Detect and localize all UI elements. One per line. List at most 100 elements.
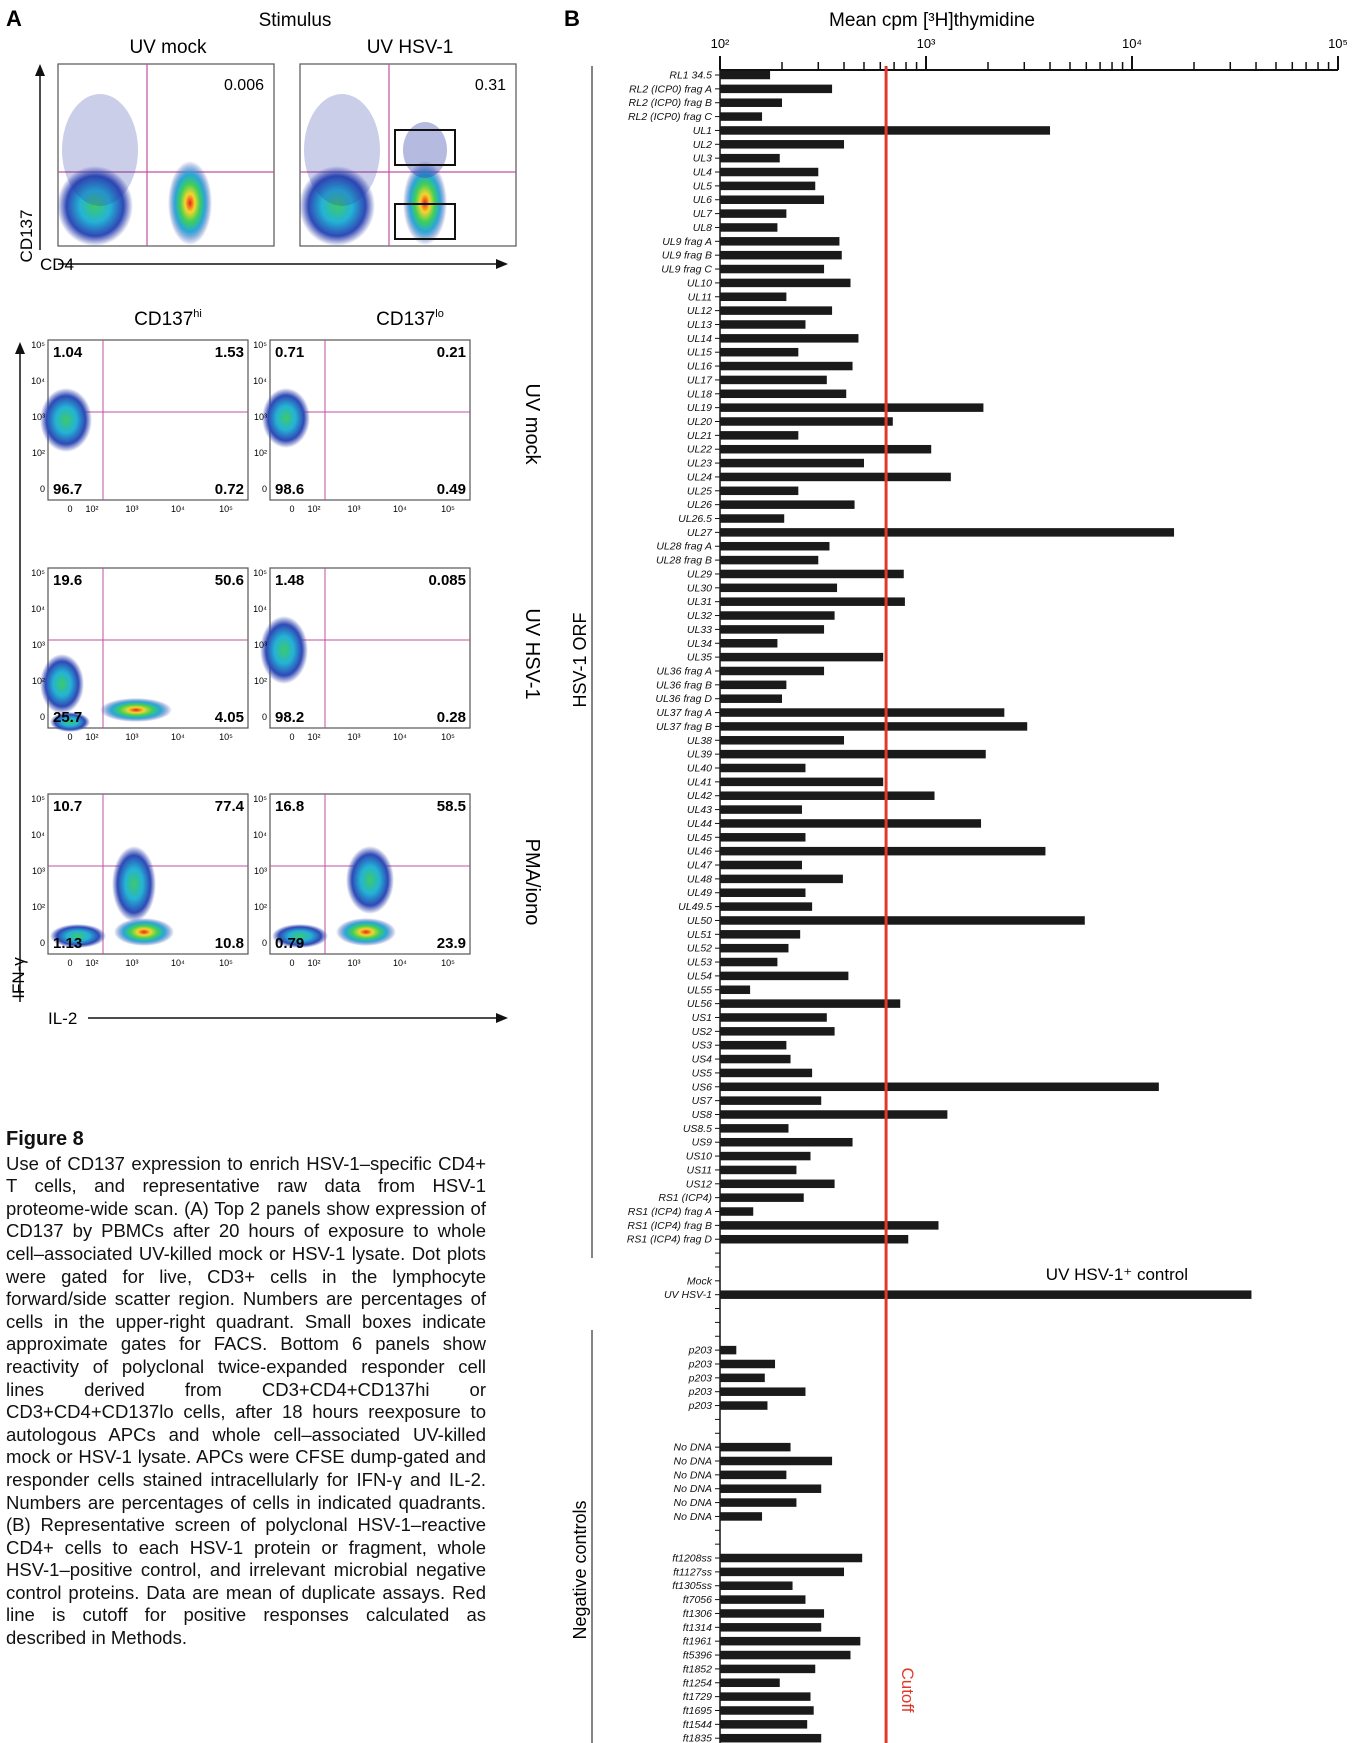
- bar-label: UL53: [687, 957, 712, 969]
- bar-label: ft1208ss: [672, 1553, 712, 1565]
- bar: [720, 722, 1028, 731]
- bar-label: UL11: [688, 291, 712, 303]
- x-tick-label: 10⁴: [171, 958, 185, 968]
- bar: [720, 1595, 806, 1604]
- x-tick-label: 10⁵: [219, 504, 233, 514]
- bar-label: UL23: [687, 458, 712, 470]
- caption-text: Use of CD137 expression to enrich HSV-1–…: [6, 1152, 486, 1649]
- x-axis-ticks: 10² 10³ 10⁴ 10⁵: [711, 36, 1348, 70]
- bar-label: UL26.5: [678, 513, 712, 525]
- bar-label: UL50: [687, 915, 712, 927]
- bar-label: UL52: [687, 943, 712, 955]
- figure-caption: Figure 8 Use of CD137 expression to enri…: [6, 1128, 486, 1650]
- bar: [720, 1581, 793, 1590]
- quadrant-value: 98.2: [275, 709, 304, 726]
- bar-label: UL56: [687, 998, 712, 1010]
- x-tick-label: 10⁴: [393, 504, 407, 514]
- x-tick-label: 10⁵: [441, 732, 455, 742]
- bar-label: RS1 (ICP4): [658, 1192, 712, 1204]
- bar: [720, 1401, 768, 1410]
- x-tick-label: 10³: [347, 958, 360, 968]
- panel-b-letter: B: [564, 6, 580, 31]
- bar: [720, 444, 932, 454]
- bar-label: US6: [692, 1081, 713, 1093]
- bar: [720, 1096, 822, 1105]
- quadrant-value: 0.085: [428, 572, 466, 589]
- bar-label: UL22: [687, 444, 712, 456]
- x-axis-tick-label: 10⁵: [1328, 36, 1348, 51]
- bar-label: UL6: [693, 194, 712, 206]
- bar: [720, 486, 799, 496]
- y-tick-label: 10²: [254, 448, 267, 458]
- bar-label: UL34: [687, 638, 712, 650]
- bar-label: UL5: [693, 180, 712, 192]
- x-tick-label: 10³: [125, 504, 138, 514]
- quadrant-value: 58.5: [437, 798, 466, 815]
- bar-label: No DNA: [673, 1483, 712, 1495]
- bar-label: UL27: [687, 527, 713, 539]
- y-tick-label: 10⁴: [253, 604, 267, 614]
- bar-label: ft1961: [683, 1636, 712, 1648]
- x-tick-label: 10⁵: [219, 958, 233, 968]
- bar: [720, 1664, 816, 1674]
- panel-a-letter: A: [6, 6, 22, 31]
- bar: [720, 985, 751, 995]
- bar: [720, 1179, 835, 1189]
- y-tick-label: 10²: [32, 676, 45, 686]
- bar-label: UL45: [687, 832, 712, 844]
- bar-label: p203: [688, 1400, 713, 1412]
- bar-label: UL29: [687, 568, 712, 580]
- x-tick-label: 10²: [307, 958, 320, 968]
- bar-label: UL31: [687, 596, 712, 608]
- bar: [720, 639, 778, 648]
- bar-label: p203: [688, 1372, 713, 1384]
- bar: [720, 375, 827, 385]
- y-tick-label: 10³: [254, 866, 267, 876]
- bar-label: UL14: [687, 333, 712, 345]
- bar-label: UL51: [687, 929, 712, 941]
- gate-box-lo: [394, 203, 456, 240]
- bar: [720, 1068, 813, 1078]
- bar: [720, 167, 819, 177]
- bar-label: UL4: [693, 167, 712, 179]
- quadrant-plot-r2-c0: 10.7 77.4 1.13 10.8 10⁵ 10⁴ 10³ 10² 0 0 10² 10³ 10⁴ 1…: [31, 793, 249, 968]
- bar-label: UL37 frag A: [656, 707, 712, 719]
- x-tick-label: 10³: [125, 732, 138, 742]
- bar-label: UL38: [687, 735, 712, 747]
- bar-label: RL2 (ICP0) frag B: [629, 97, 712, 109]
- bar-label: UL36 frag D: [655, 693, 712, 705]
- bar: [720, 1387, 806, 1396]
- bar: [720, 250, 842, 260]
- quadrant-value: 16.8: [275, 798, 304, 815]
- bar: [720, 943, 789, 953]
- bar-label: No DNA: [673, 1511, 712, 1523]
- x-axis-tick-label: 10³: [917, 36, 936, 51]
- bar: [720, 1567, 845, 1577]
- x-tick-label: 0: [67, 504, 72, 514]
- bar: [720, 902, 813, 911]
- quadrant-value: 0.28: [437, 709, 466, 726]
- bar: [720, 555, 819, 565]
- bar-label: UL19: [687, 402, 712, 414]
- y-tick-label: 10⁴: [253, 376, 267, 386]
- bar: [720, 237, 840, 246]
- quadrant-value: 0.79: [275, 935, 304, 952]
- y-tick-label: 0: [262, 484, 267, 494]
- bar-label: US11: [687, 1164, 713, 1176]
- y-tick-label: 10⁴: [31, 376, 45, 386]
- y-tick-label: 10⁵: [31, 340, 45, 350]
- bar-label: US10: [686, 1151, 712, 1163]
- quadrant-value: 10.7: [53, 798, 82, 815]
- bar-label: No DNA: [673, 1469, 712, 1481]
- bar: [720, 749, 986, 759]
- quadrant-plot-r2-c1: 16.8 58.5 0.79 23.9 10⁵ 10⁴ 10³ 10² 0 0 10² 10³ 10⁴ 1…: [253, 793, 471, 968]
- quadrant-plot-r0-c0: 1.04 1.53 96.7 0.72 10⁵ 10⁴ 10³ 10² 0 0 10² 10³ 10⁴ 1…: [31, 339, 249, 514]
- bar: [720, 860, 802, 870]
- bar: [720, 583, 838, 593]
- x-tick-label: 10⁴: [171, 732, 185, 742]
- bar: [720, 140, 845, 149]
- bar: [720, 597, 905, 606]
- y-tick-label: 10²: [254, 902, 267, 912]
- y-axis-label-ifn: IFN-γ: [9, 957, 28, 999]
- bar: [720, 195, 825, 204]
